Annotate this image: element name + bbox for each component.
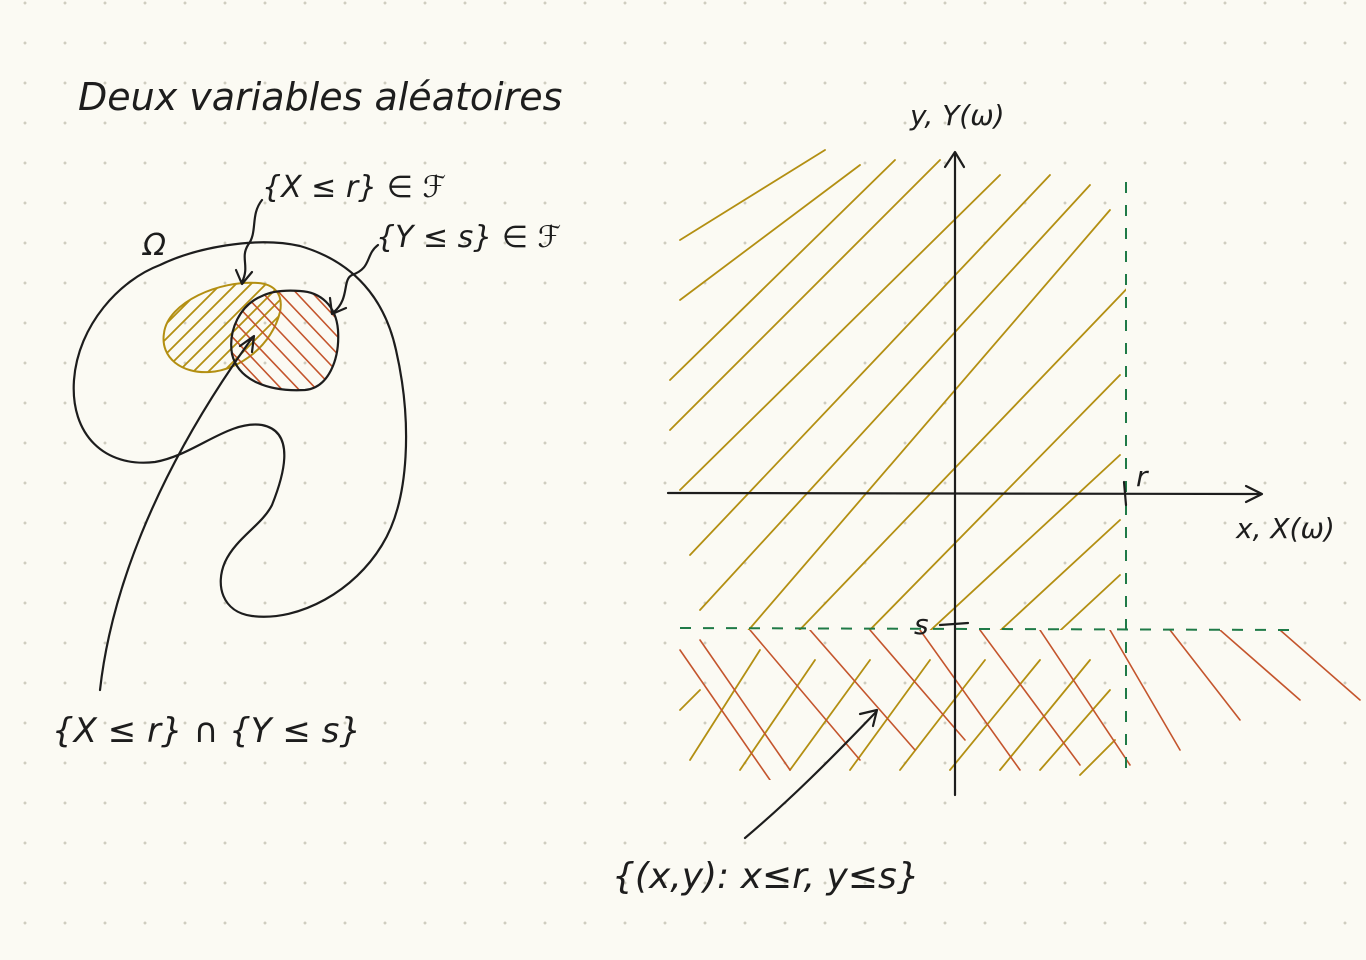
x-axis-label: x, X(ω)	[1235, 512, 1335, 545]
x-le-r-hatching	[669, 149, 1126, 630]
x-axis-arrowhead	[1244, 484, 1264, 504]
omega-label: Ω	[141, 228, 166, 263]
event-x-pointer	[240, 198, 264, 284]
y-le-s-hatching	[679, 630, 1361, 780]
y-equals-s-dashed-line	[679, 627, 1291, 631]
event-x-label: {X ≤ r} ∈ ℱ	[262, 170, 446, 205]
intersection-arrowhead	[238, 334, 256, 354]
event-y-outline	[230, 289, 340, 392]
omega-set-outline	[72, 241, 408, 618]
event-y-pointer	[332, 243, 380, 314]
r-tick	[1122, 480, 1128, 507]
y-axis	[943, 150, 966, 797]
x-axis-line	[666, 491, 1262, 496]
y-axis-label: y, Y(ω)	[909, 99, 1005, 132]
s-tick-label: s	[914, 608, 929, 641]
region-label: {(x,y): x≤r, y≤s}	[612, 856, 920, 897]
s-tick	[938, 621, 970, 627]
event-x-arrowhead	[234, 268, 254, 286]
x-axis	[666, 484, 1264, 504]
x-le-r-lower-hatching	[679, 649, 1116, 776]
event-y-region	[230, 289, 340, 392]
title-text: Deux variables aléatoires	[78, 75, 562, 119]
y-axis-line	[953, 153, 957, 797]
event-y-label: {Y ≤ s} ∈ ℱ	[376, 220, 561, 255]
intersection-label: {X ≤ r} ∩ {Y ≤ s}	[52, 711, 361, 751]
event-y-arrowhead	[328, 296, 348, 316]
region-arrowhead	[858, 708, 879, 728]
title: Deux variables aléatoires	[78, 75, 562, 119]
event-x-outline	[162, 281, 282, 374]
y-axis-arrowhead	[943, 150, 966, 169]
region-pointer	[743, 710, 878, 840]
intersection-pointer	[98, 336, 254, 692]
event-y-hatching	[231, 290, 339, 391]
r-tick-label: r	[1136, 460, 1149, 493]
